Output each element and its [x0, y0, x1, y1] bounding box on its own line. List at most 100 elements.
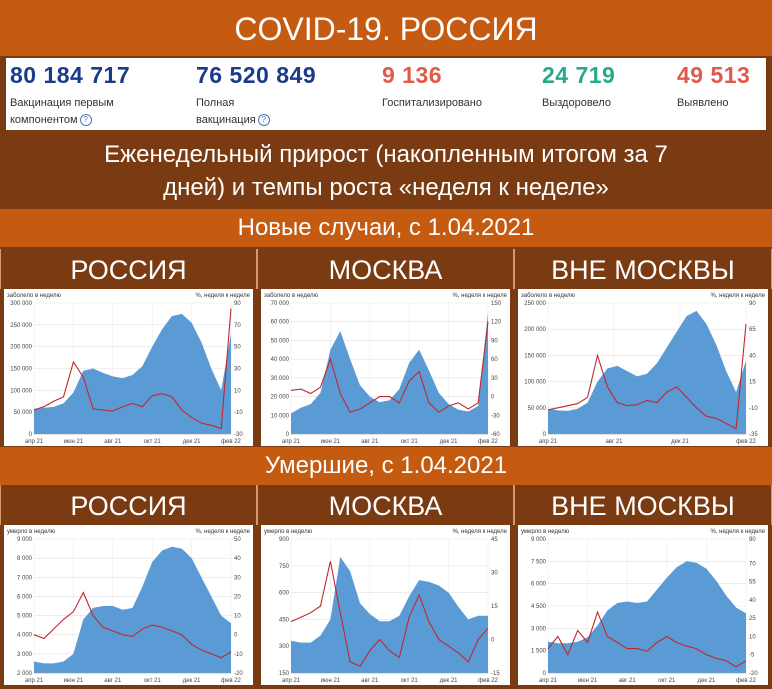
y-axis-title: заболело в неделю	[521, 293, 575, 299]
x-tick-label: авг 21	[605, 439, 623, 445]
series-line-growth	[290, 321, 489, 413]
stats-panel: 80 184 717 Вакцинация первым компонентом? 7…	[6, 58, 766, 130]
y-tick-label: 0	[29, 432, 33, 438]
y2-tick-label: 70	[234, 323, 241, 329]
x-tick-label: апр 21	[282, 439, 301, 445]
y2-tick-label: 0	[234, 633, 238, 639]
series-area-weekly	[548, 561, 746, 673]
y-tick-label: 0	[543, 671, 547, 677]
y2-tick-label: 25	[749, 616, 756, 622]
y-tick-label: 7 000	[17, 575, 33, 581]
y2-tick-label: 90	[749, 301, 756, 307]
y2-axis-title: %, неделя к неделе	[195, 293, 250, 299]
x-tick-label: фев 22	[736, 678, 756, 684]
chart-svg: заболело в неделю %, неделя к неделе 0 10 0…	[264, 293, 508, 445]
panel-heading-outside-deaths: ВНЕ МОСКВЫ	[514, 485, 772, 525]
y-tick-label: 3 000	[531, 626, 547, 632]
y-tick-label: 7 500	[531, 559, 547, 565]
y-tick-label: 20 000	[271, 395, 290, 401]
y-tick-label: 30 000	[271, 376, 290, 382]
y2-tick-label: -20	[234, 671, 243, 677]
panel-heading-russia-cases: РОССИЯ	[0, 249, 257, 289]
y-tick-label: 250 000	[10, 323, 32, 329]
y2-axis-title: %, неделя к неделе	[195, 529, 250, 535]
page-title: COVID-19. РОССИЯ	[0, 0, 772, 56]
y-tick-label: 1 500	[531, 649, 547, 655]
y2-tick-label: 40	[234, 556, 241, 562]
y2-axis-title: %, неделя к неделе	[452, 293, 507, 299]
chart-deaths-moscow: умерло в неделю%, неделя к неделе 150 300 4…	[261, 525, 510, 685]
y-tick-label: 5 000	[17, 614, 33, 620]
panel-heading-outside-cases: ВНЕ МОСКВЫ	[514, 249, 772, 289]
x-tick-label: апр 21	[282, 678, 301, 684]
y2-tick-label: -30	[234, 432, 243, 438]
x-tick-label: апр 21	[539, 439, 558, 445]
y-axis-title: заболело в неделю	[7, 293, 61, 299]
x-tick-label: фев 22	[478, 439, 498, 445]
y2-tick-label: 55	[749, 580, 756, 586]
y2-tick-label: 10	[234, 614, 241, 620]
x-tick-label: июн 21	[321, 439, 341, 445]
y2-tick-label: 120	[491, 320, 502, 326]
y2-tick-label: 65	[749, 327, 756, 333]
x-tick-label: дек 21	[440, 439, 458, 445]
y2-tick-label: -10	[234, 410, 243, 416]
y-tick-label: 40 000	[271, 357, 290, 363]
subtitle-line-1: Еженедельный прирост (накопленным итогом…	[104, 141, 668, 168]
stat-3: 24 719 Выздоровело	[542, 62, 615, 112]
x-tick-label: апр 21	[25, 678, 44, 684]
y2-tick-label: 30	[234, 367, 241, 373]
y-axis-title: умерло в неделю	[7, 529, 56, 535]
y2-tick-label: 15	[491, 604, 498, 610]
y-axis-title: заболело в неделю	[264, 293, 318, 299]
y2-tick-label: -10	[234, 652, 243, 658]
y-tick-label: 4 000	[17, 633, 33, 639]
x-tick-label: фев 22	[478, 678, 498, 684]
y-tick-label: 9 000	[531, 537, 547, 543]
help-icon[interactable]: ?	[257, 114, 270, 127]
y2-tick-label: 20	[234, 594, 241, 600]
y-tick-label: 0	[286, 432, 290, 438]
y2-tick-label: 45	[491, 537, 498, 543]
x-tick-label: фев 22	[221, 678, 241, 684]
series-line-growth	[33, 591, 232, 659]
y2-tick-label: -15	[491, 671, 500, 677]
x-tick-label: авг 21	[104, 439, 122, 445]
stat-label: Полная вакцинация?	[196, 95, 316, 129]
x-tick-label: окт 21	[401, 678, 419, 684]
stat-2: 9 136 Госпитализировано	[382, 62, 482, 112]
y2-tick-label: -20	[749, 671, 758, 677]
help-icon[interactable]: ?	[79, 114, 92, 127]
y2-axis-title: %, неделя к неделе	[710, 529, 765, 535]
x-tick-label: дек 21	[671, 439, 689, 445]
y2-tick-label: 10	[749, 634, 756, 640]
y-tick-label: 10 000	[271, 413, 290, 419]
y2-tick-label: 90	[234, 301, 241, 307]
y-tick-label: 200 000	[524, 327, 546, 333]
y-tick-label: 100 000	[524, 380, 546, 386]
y-axis-title: умерло в неделю	[521, 529, 570, 535]
y-tick-label: 900	[279, 537, 290, 543]
stat-label: Выздоровело	[542, 97, 611, 109]
stat-label: Вакцинация первым компонентом?	[10, 97, 114, 127]
y2-tick-label: -5	[749, 653, 755, 659]
x-tick-label: авг 21	[361, 439, 379, 445]
y2-tick-label: 90	[749, 537, 756, 543]
x-tick-label: фев 22	[221, 439, 241, 445]
chart-cases-outside: заболело в неделю %, неделя к неделе 0 50 0…	[518, 289, 768, 446]
stat-0: 80 184 717 Вакцинация первым компонентом?	[10, 62, 130, 129]
y-tick-label: 4 500	[531, 604, 547, 610]
y-tick-label: 3 000	[17, 652, 33, 658]
chart-svg: умерло в неделю%, неделя к неделе1503004…	[264, 529, 508, 684]
y2-tick-label: 30	[491, 376, 498, 382]
y2-tick-label: 60	[491, 357, 498, 363]
y2-tick-label: -30	[491, 413, 500, 419]
panel-heading-moscow-deaths: МОСКВА	[257, 485, 514, 525]
series-area-weekly	[291, 556, 488, 673]
y-tick-label: 300 000	[10, 301, 32, 307]
x-tick-label: дек 21	[183, 678, 201, 684]
section-cases-heading: Новые случаи, с 1.04.2021	[0, 209, 772, 247]
y-tick-label: 2 000	[17, 671, 33, 677]
y2-tick-label: 50	[234, 537, 241, 543]
chart-svg: заболело в неделю %, неделя к неделе 0 50 0…	[7, 293, 251, 445]
